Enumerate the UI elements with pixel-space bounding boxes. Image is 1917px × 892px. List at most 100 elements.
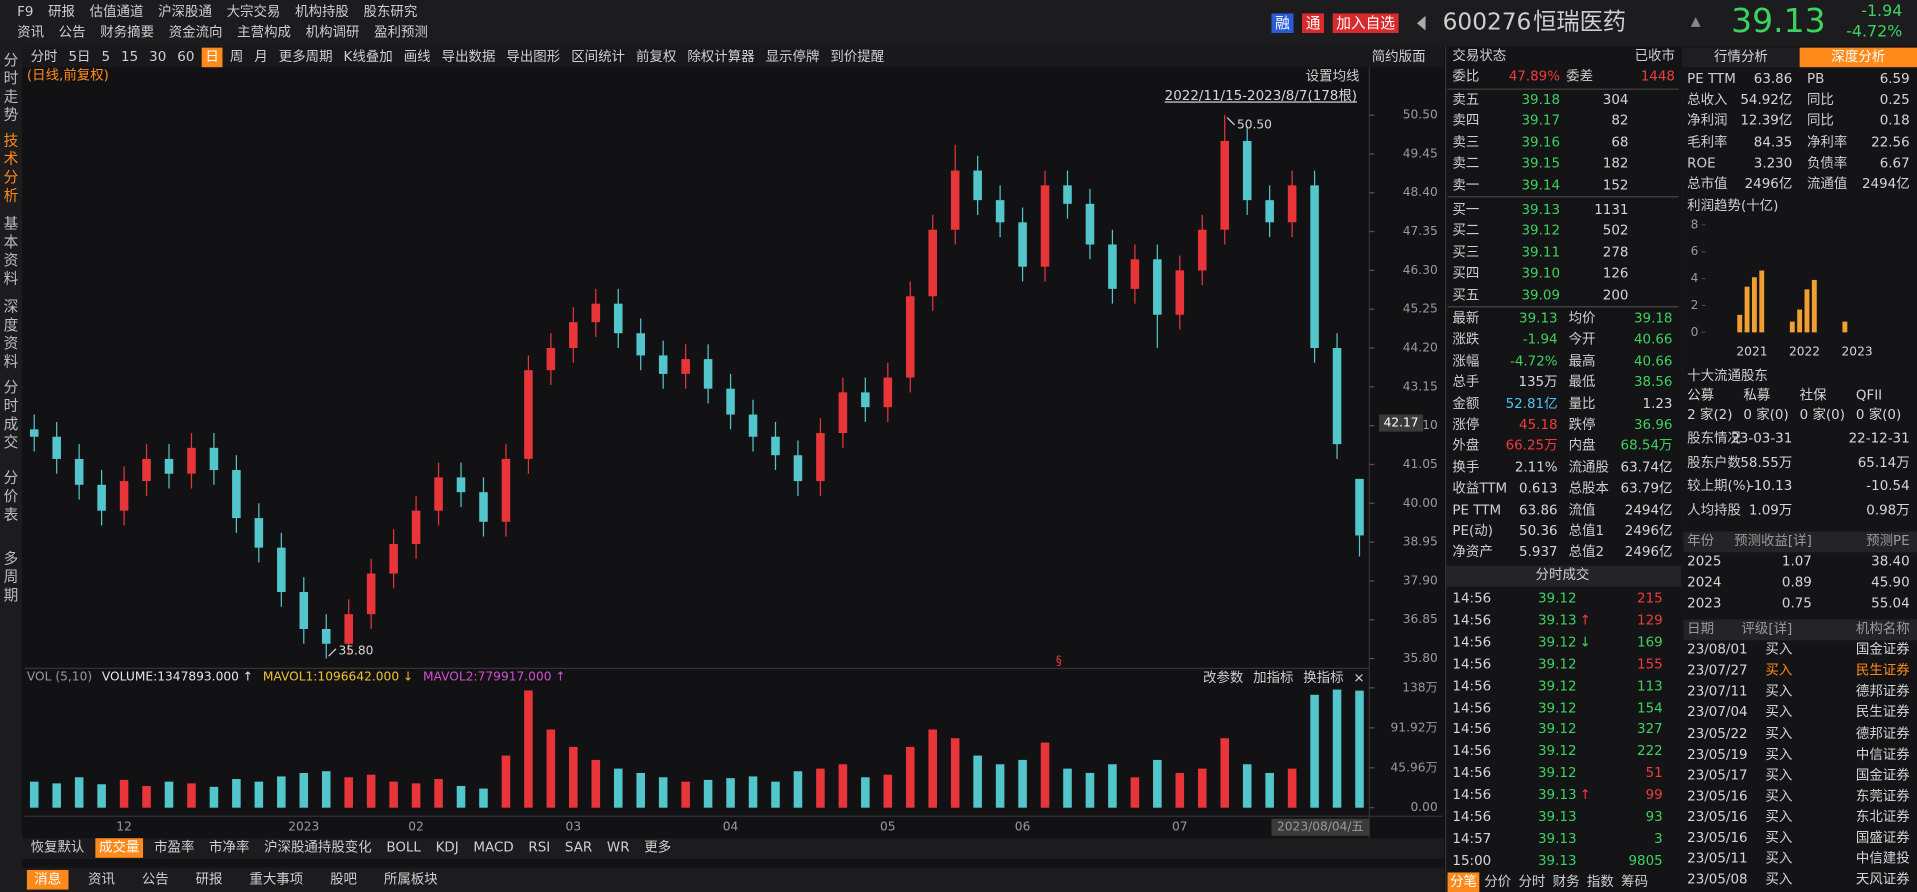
holder-count: 0 家(0) (1855, 406, 1902, 423)
toolbar-item[interactable]: 30 (149, 48, 167, 65)
toolbar-item[interactable]: 除权计算器 (687, 48, 755, 65)
toolbar-item[interactable]: 画线 (403, 48, 431, 65)
stat-value: 52.81亿 (1505, 395, 1558, 412)
menu-item[interactable]: 机构调研 (305, 24, 360, 41)
toolbar-item[interactable]: 5 (101, 48, 111, 65)
menu-item[interactable]: 财务摘要 (100, 24, 155, 41)
toolbar-item[interactable]: K线叠加 (343, 48, 393, 65)
side-nav-item[interactable]: 技术分析 (3, 131, 19, 205)
menu-item[interactable]: 研报 (48, 3, 75, 20)
book-tab[interactable]: 分笔 (1447, 872, 1480, 892)
next-arrow[interactable] (1690, 17, 1701, 27)
indicator-tab[interactable]: 市盈率 (154, 839, 195, 856)
side-nav-item[interactable]: 深度资料 (3, 298, 19, 371)
menu-item[interactable]: 盈利预测 (374, 24, 428, 41)
stat-label: 最高 (1568, 352, 1596, 369)
depth-tab[interactable]: 深度分析 (1799, 47, 1917, 68)
toolbar-item[interactable]: 月 (254, 48, 268, 65)
rating: 买入 (1765, 641, 1793, 658)
indicator-tab[interactable]: WR (606, 839, 630, 856)
toolbar-item[interactable]: 导出图形 (506, 48, 561, 65)
toolbar-item[interactable]: 更多周期 (278, 48, 333, 65)
toolbar-item[interactable]: 60 (177, 48, 195, 65)
news-tab[interactable]: 消息 (26, 870, 69, 890)
toolbar-item[interactable]: 周 (229, 48, 244, 65)
side-nav-item[interactable]: 分时走势 (3, 51, 19, 124)
side-nav-item[interactable]: 分价表 (3, 469, 19, 523)
indicator-tab[interactable]: BOLL (386, 839, 421, 856)
rating: 买入 (1765, 850, 1793, 867)
menu-item[interactable]: 资金流向 (168, 24, 223, 41)
toolbar-item[interactable]: 日 (201, 47, 223, 68)
rating-date: 23/05/11 (1687, 850, 1748, 867)
menu-item[interactable]: 机构持股 (295, 3, 349, 20)
trade-price: 39.12 (1538, 655, 1577, 672)
side-nav-item[interactable]: 多周期 (3, 549, 19, 604)
news-tab[interactable]: 所属板块 (383, 871, 438, 888)
depth-tab[interactable]: 行情分析 (1682, 47, 1800, 68)
toolbar-item[interactable]: 显示停牌 (765, 48, 820, 65)
indicator-tool[interactable]: 改参数 (1203, 669, 1244, 686)
book-tab[interactable]: 财务 (1552, 873, 1580, 890)
connect-badge[interactable]: 通 (1302, 13, 1325, 33)
indicator-tab[interactable]: MACD (473, 839, 514, 856)
menu-item[interactable]: F9 (17, 3, 34, 20)
toolbar-item[interactable]: 导出数据 (441, 48, 496, 65)
indicator-tab[interactable]: 成交量 (95, 838, 144, 858)
rating-date: 23/07/04 (1687, 704, 1748, 721)
menu-item[interactable]: 股东研究 (363, 3, 418, 20)
book-tab[interactable]: 指数 (1586, 873, 1614, 890)
toolbar-item[interactable]: 分时 (30, 48, 58, 65)
menu-item[interactable]: 估值通道 (89, 3, 144, 20)
news-tab[interactable]: 股吧 (330, 871, 357, 888)
indicator-tab[interactable]: 市净率 (209, 839, 250, 856)
news-tab[interactable]: 公告 (141, 871, 169, 888)
prev-arrow[interactable] (1416, 15, 1426, 31)
trades-header-bg (1446, 565, 1682, 587)
layout-toggle[interactable]: 简约版面 (1371, 48, 1426, 65)
stat-value: 45.18 (1519, 416, 1558, 433)
add-watchlist[interactable]: 加入自选 (1332, 13, 1399, 33)
trade-price: 39.12 (1538, 765, 1577, 782)
book-tab[interactable]: 分价 (1484, 873, 1512, 890)
candle-body (816, 433, 825, 482)
rating: 买入 (1765, 725, 1793, 742)
ma-settings[interactable]: 设置均线 (1305, 68, 1360, 85)
toolbar-item[interactable]: 前复权 (636, 48, 677, 65)
volume-bar (501, 755, 511, 808)
indicator-tool[interactable]: × (1353, 669, 1365, 686)
menu-item[interactable]: 大宗交易 (226, 3, 281, 20)
menu-item[interactable]: 公告 (58, 24, 86, 41)
book-tab[interactable]: 筹码 (1621, 873, 1649, 890)
news-tab[interactable]: 重大事项 (249, 871, 304, 888)
menu-item[interactable]: 沪深股通 (158, 3, 212, 20)
volume-bar (434, 779, 443, 808)
book-price: 39.12 (1521, 222, 1561, 239)
indicator-tab[interactable]: 更多 (644, 839, 672, 856)
indicator-tab[interactable]: 沪深股通持股变化 (264, 839, 372, 856)
indicator-tool[interactable]: 换指标 (1303, 669, 1344, 686)
news-tab[interactable]: 研报 (195, 871, 223, 888)
indicator-tab[interactable]: 恢复默认 (30, 839, 85, 856)
indicator-tab[interactable]: SAR (564, 839, 593, 856)
news-tab[interactable]: 资讯 (88, 871, 115, 888)
margin-badge[interactable]: 融 (1271, 13, 1294, 33)
rating-date: 23/05/08 (1687, 871, 1748, 888)
indicator-tab[interactable]: RSI (528, 839, 551, 856)
toolbar-item[interactable]: 15 (121, 48, 139, 65)
menu-item[interactable]: 主营构成 (237, 24, 291, 41)
side-nav-item[interactable]: 分时成交 (3, 378, 19, 451)
menu-item[interactable]: 资讯 (17, 24, 45, 41)
book-tab[interactable]: 分时 (1518, 873, 1546, 890)
date-range: 2022/11/15-2023/8/7(178根) (1164, 87, 1358, 104)
toolbar-item[interactable]: 5日 (68, 48, 91, 65)
rating-date: 23/05/17 (1687, 766, 1748, 783)
side-nav-item[interactable]: 基本资料 (3, 215, 19, 288)
candle-body (277, 547, 286, 593)
candle-body (411, 510, 421, 544)
indicator-tool[interactable]: 加指标 (1253, 669, 1294, 686)
indicator-tab[interactable]: KDJ (435, 839, 459, 856)
toolbar-item[interactable]: 区间统计 (571, 48, 626, 65)
toolbar-item[interactable]: 到价提醒 (830, 48, 885, 65)
